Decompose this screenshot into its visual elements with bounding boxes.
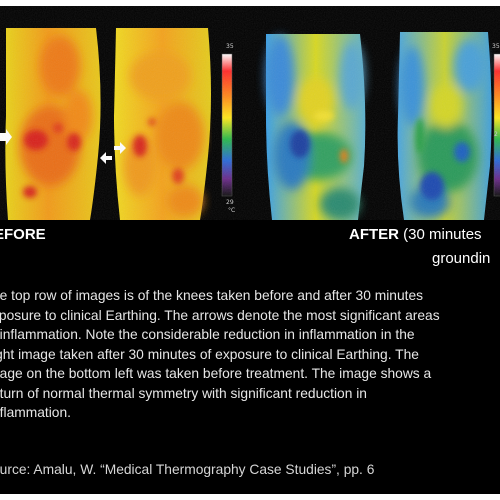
caption-line: f inflammation. Note the considerable re… bbox=[0, 327, 415, 342]
caption-line: he top row of images is of the knees tak… bbox=[0, 288, 424, 303]
caption-line: ight image taken after 30 minutes of exp… bbox=[0, 346, 419, 362]
caption-line: nflammation. bbox=[0, 405, 71, 420]
after-label: AFTER (30 minutes bbox=[349, 226, 482, 243]
before-label: EFORE bbox=[0, 226, 46, 243]
thermal-images: 35 29 °C bbox=[0, 6, 500, 220]
caption-line: nage on the bottom left was taken before… bbox=[0, 366, 432, 381]
caption-line: xposure to clinical Earthing. The arrows… bbox=[0, 307, 440, 323]
source-citation: ource: Amalu, W. “Medical Thermography C… bbox=[0, 462, 375, 477]
caption-line: eturn of normal thermal symmetry with si… bbox=[0, 385, 367, 401]
after-label-continued: groundin bbox=[432, 250, 491, 267]
caption-text: he top row of images is of the knees tak… bbox=[0, 286, 500, 423]
image-frame: 35 29 °C bbox=[0, 6, 500, 494]
